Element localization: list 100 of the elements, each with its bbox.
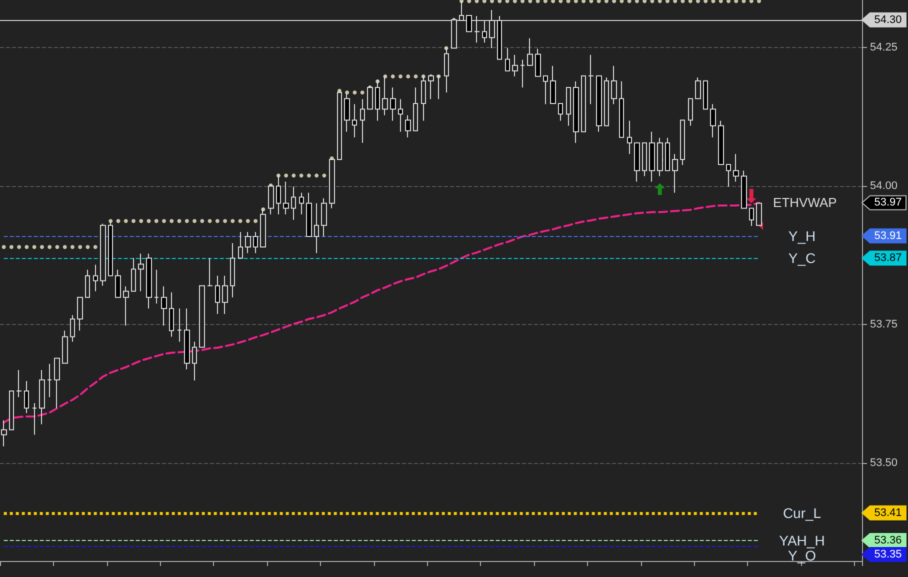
candlestick bbox=[611, 65, 617, 105]
candlestick bbox=[62, 330, 68, 364]
candlestick bbox=[177, 308, 182, 342]
candlestick bbox=[390, 87, 396, 122]
candlestick bbox=[54, 358, 60, 409]
candlestick bbox=[726, 164, 731, 188]
candlestick bbox=[642, 142, 647, 177]
candlestick bbox=[680, 120, 685, 166]
candlestick bbox=[337, 90, 342, 160]
text: 53.35 bbox=[874, 548, 902, 561]
candlestick bbox=[192, 341, 197, 381]
candlestick bbox=[649, 131, 655, 182]
candlestick bbox=[413, 87, 418, 132]
y-tick-label: 53.75 bbox=[870, 318, 898, 331]
candlestick bbox=[535, 48, 541, 77]
candlestick bbox=[146, 253, 152, 309]
ref-line-label: Y_O bbox=[788, 548, 816, 564]
candlestick bbox=[238, 232, 243, 259]
candlestick bbox=[215, 275, 220, 315]
candlestick bbox=[32, 402, 37, 436]
candlestick bbox=[688, 98, 693, 126]
candlestick bbox=[199, 285, 205, 348]
candlestick bbox=[444, 48, 449, 93]
candlestick bbox=[505, 48, 510, 72]
ref-line-label: YAH_H bbox=[779, 532, 825, 549]
candlestick bbox=[154, 269, 159, 304]
candlestick bbox=[70, 314, 75, 342]
text: 53.87 bbox=[874, 252, 902, 264]
candlestick bbox=[47, 363, 52, 398]
candlestick bbox=[634, 142, 640, 182]
y-tick-label: 54.00 bbox=[870, 180, 898, 192]
line-series bbox=[2, 202, 760, 424]
candlestick bbox=[520, 59, 525, 88]
candlestick bbox=[360, 98, 365, 144]
candlestick bbox=[245, 232, 251, 254]
ref-line-label: Cur_L bbox=[782, 504, 822, 521]
candlestick bbox=[39, 369, 45, 425]
candlestick bbox=[588, 54, 594, 105]
candlestick bbox=[85, 269, 90, 298]
ref-line-label: Y_H bbox=[788, 228, 816, 244]
candlestick bbox=[329, 158, 335, 209]
candlestick bbox=[733, 153, 739, 182]
candlestick bbox=[718, 120, 724, 165]
candlestick bbox=[398, 98, 403, 132]
candlestick bbox=[627, 120, 632, 154]
candlestick bbox=[672, 153, 678, 194]
candlestick bbox=[77, 296, 83, 332]
candlestick bbox=[710, 104, 716, 138]
candlestick bbox=[382, 76, 388, 116]
candlestick bbox=[596, 75, 602, 132]
candlestick bbox=[619, 80, 624, 138]
candlestick bbox=[123, 286, 129, 326]
candlestick bbox=[131, 258, 136, 292]
candlestick bbox=[230, 242, 235, 298]
candlestick bbox=[741, 170, 747, 209]
text: 54.30 bbox=[874, 14, 902, 26]
candlestick bbox=[161, 286, 167, 326]
candlestick bbox=[405, 114, 411, 138]
candlestick bbox=[9, 390, 14, 430]
candlestick bbox=[756, 202, 762, 226]
candlestick bbox=[749, 208, 754, 226]
candlestick bbox=[512, 54, 518, 77]
candlestick bbox=[16, 369, 22, 398]
candlestick bbox=[665, 137, 670, 172]
candlestick bbox=[352, 104, 357, 138]
y-tick-label: 54.25 bbox=[870, 42, 898, 54]
candlestick bbox=[184, 308, 190, 370]
candlestick bbox=[581, 75, 586, 132]
candlestick bbox=[527, 38, 533, 66]
candlestick bbox=[314, 202, 319, 254]
ref-line-label: Y_C bbox=[788, 250, 816, 266]
candlestick bbox=[283, 181, 289, 215]
candlestick bbox=[291, 186, 296, 220]
candlestick bbox=[566, 87, 571, 126]
candlestick bbox=[543, 75, 548, 105]
candlestick bbox=[550, 65, 556, 104]
candlestick bbox=[1, 420, 7, 447]
series-label: ETHVWAP bbox=[773, 195, 837, 210]
candlestick bbox=[138, 253, 144, 292]
candlestick bbox=[115, 269, 121, 298]
text: 53.97 bbox=[874, 196, 902, 209]
candlestick bbox=[93, 264, 98, 292]
text: 53.36 bbox=[874, 534, 902, 547]
candlestick bbox=[604, 77, 609, 126]
text: 53.41 bbox=[874, 506, 902, 519]
candlestick bbox=[573, 80, 579, 144]
candlestick bbox=[695, 77, 701, 100]
text: 53.91 bbox=[874, 230, 902, 242]
candlestick bbox=[222, 275, 228, 315]
candlestick bbox=[100, 223, 106, 286]
candlestick bbox=[321, 198, 327, 237]
candlestick bbox=[703, 80, 708, 110]
candlestick bbox=[24, 380, 29, 414]
candlestick bbox=[169, 292, 174, 338]
y-tick-label: 53.50 bbox=[870, 456, 898, 469]
candlestick bbox=[299, 192, 304, 215]
candlestick bbox=[207, 258, 213, 286]
candlestick bbox=[306, 192, 312, 237]
candlestick bbox=[253, 232, 258, 254]
candlestick bbox=[558, 103, 563, 122]
